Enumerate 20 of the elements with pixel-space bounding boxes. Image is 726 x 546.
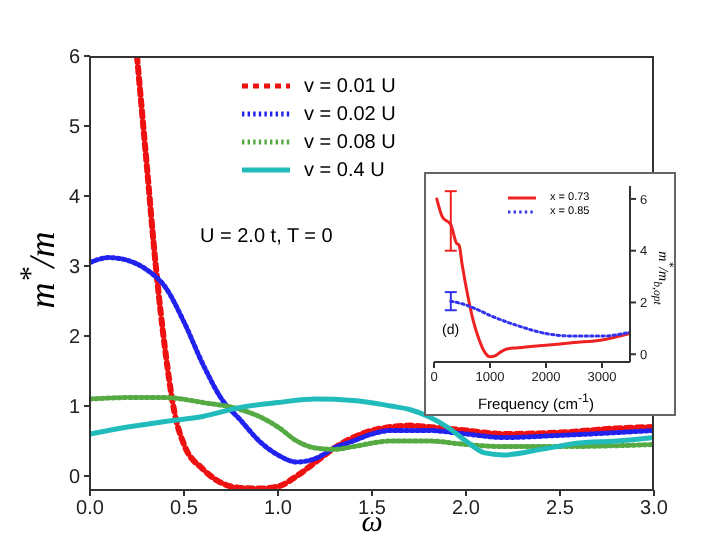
annotation: U = 2.0 t, T = 0 (200, 226, 333, 248)
y-tick-label: 6 (68, 47, 81, 70)
legend-label: v = 0.01 U (304, 75, 396, 97)
line-series (134, 56, 654, 490)
line-series (90, 255, 654, 465)
legend-label: v = 0.02 U (304, 103, 396, 125)
legend-label: v = 0.08 U (304, 131, 396, 153)
x-tick-label: 0.0 (76, 498, 105, 521)
legend-label: v = 0.4 U (304, 159, 385, 181)
x-tick-label: 3.0 (640, 498, 669, 521)
x-tick-label: 0.5 (170, 498, 199, 521)
y-tick-label: 5 (68, 117, 81, 140)
y-tick-label: 1 (68, 397, 81, 420)
y-tick-label: 0 (68, 467, 81, 490)
x-tick-label: 2.5 (546, 498, 575, 521)
y-tick-label: 4 (68, 187, 81, 210)
y-tick-label: 2 (68, 327, 81, 350)
y-tick-label: 3 (68, 257, 81, 280)
x-tick-label: 1.0 (264, 498, 293, 521)
x-tick-label: 2.0 (452, 498, 481, 521)
